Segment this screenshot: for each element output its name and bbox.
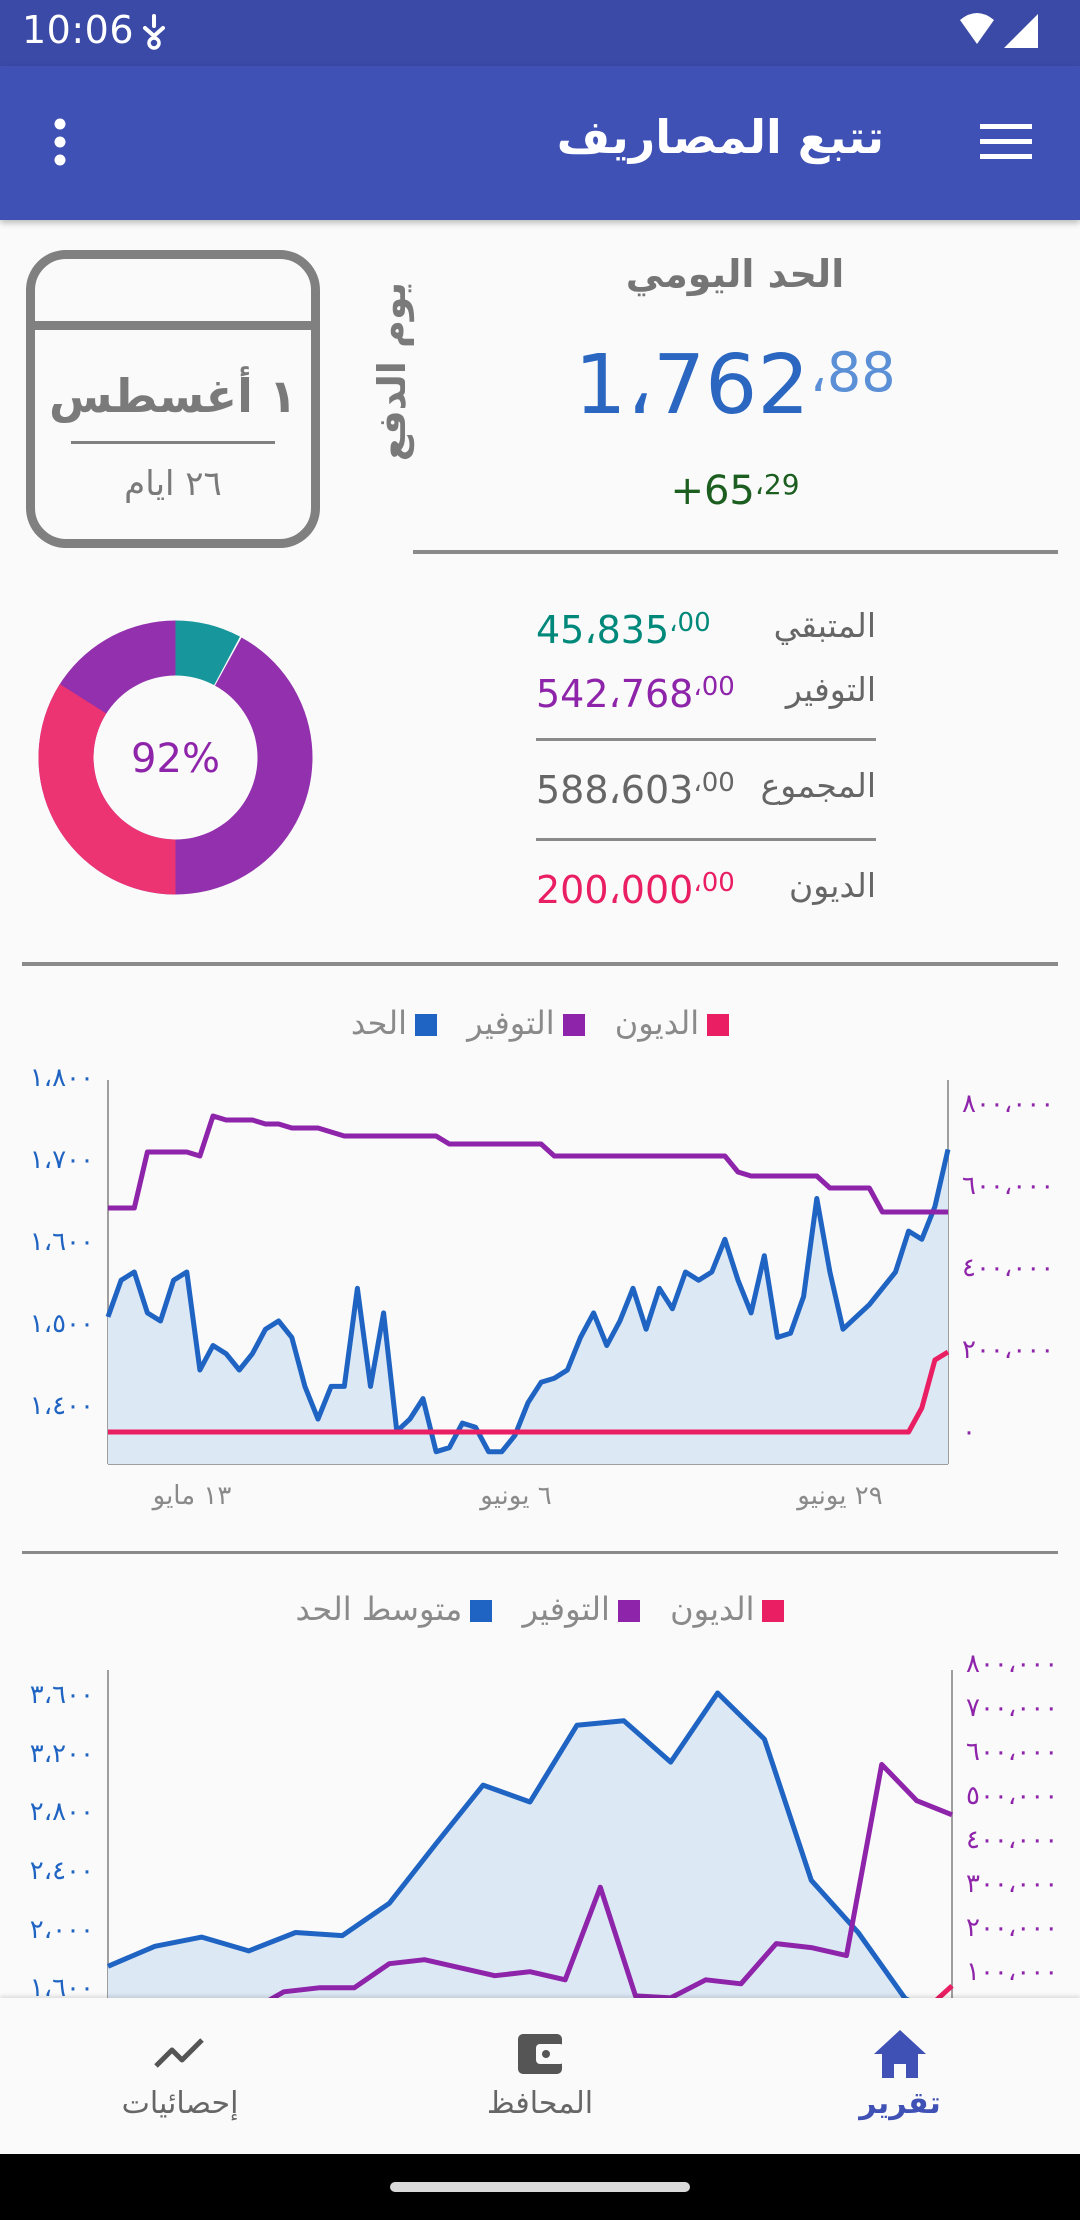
debts-value: 200،000،00 [536,868,735,912]
y-left-tick: ٢،٤٠٠ [30,1856,94,1886]
notification-icon [143,14,165,50]
signal-wifi-icons [960,13,1038,48]
bottom-navigation: إحصائيات المحافظ تقرير [0,1998,1080,2154]
daily-limit-decimal: ،88 [809,341,896,404]
legend2-savings: التوفير [522,1590,640,1628]
summary-savings-row: 542،768،00 التوفير [536,668,876,724]
y-right-tick: ١٠٠،٠٠٠ [966,1957,1058,1987]
app-title: تتبع المصاريف [556,110,884,164]
y-right-tick: ٢٠٠،٠٠٠ [962,1335,1054,1365]
daily-delta-decimal: ،29 [754,468,800,501]
y-left-tick: ٢،٨٠٠ [30,1797,94,1827]
legend2-avg-limit: متوسط الحد [296,1590,493,1628]
y-left-tick: ١،٦٠٠ [30,1973,94,2000]
y-right-tick: ٨٠٠،٠٠٠ [966,1649,1058,1679]
nav-wallets[interactable]: المحافظ [420,1998,660,2154]
daily-limit-title: الحد اليومي [625,252,845,296]
summary-divider-2 [536,838,876,841]
series-line-2 [108,1349,950,1435]
nav-stats-label: إحصائيات [121,2086,239,2121]
payday-date: ١ أغسطس [49,369,297,423]
total-value: 588،603،00 [536,768,735,812]
y-right-tick: ٤٠٠،٠٠٠ [966,1825,1058,1855]
x-tick: ٦ يونيو [478,1481,551,1511]
y-right-tick: ٨٠٠،٠٠٠ [962,1089,1054,1119]
home-gesture-pill[interactable] [390,2182,690,2192]
chart-average-limit[interactable]: ٣،٦٠٠ ٣،٢٠٠ ٢،٨٠٠ ٢،٤٠٠ ٢،٠٠٠ ١،٦٠٠ ٨٠٠،٠٠٠ ٧٠٠… [0,1640,1080,2000]
payday-days-left: ٢٦ ايام [124,464,222,504]
total-label: المجموع [760,766,876,805]
y-right-tick: ٣٠٠،٠٠٠ [966,1869,1058,1899]
chart2-legend: الديون التوفير متوسط الحد [0,1590,1080,1628]
chart-divider [22,1551,1058,1554]
donut-percent-label: 92% [131,736,220,782]
daily-limit-delta: +65،29 [420,468,1050,514]
wallet-icon [518,2034,564,2074]
y-left-tick: ١،٦٠٠ [30,1227,94,1257]
legend2-debts: الديون [670,1590,785,1628]
y-right-tick: ٥٠٠،٠٠٠ [966,1781,1058,1811]
savings-value: 542،768،00 [536,672,735,716]
remaining-label: المتبقي [773,606,876,645]
chart-daily-limit[interactable]: ١،٨٠٠ ١،٧٠٠ ١،٦٠٠ ١،٥٠٠ ١،٤٠٠ ٨٠٠،٠٠٠ ٦٠٠،٠٠٠ ٤… [0,1060,1080,1520]
savings-label: التوفير [785,670,876,709]
series-line-1 [108,1113,948,1215]
donut-segment-debts [38,684,176,895]
y-right-tick: ٦٠٠،٠٠٠ [966,1737,1058,1767]
y-right-tick: ٠ [962,1417,976,1447]
daily-limit-divider [413,550,1058,554]
savings-donut-chart: 92% [38,620,313,895]
trending-up-icon [154,2038,204,2068]
debts-label: الديون [788,866,876,905]
app-bar: تتبع المصاريف [0,66,1080,220]
series-line-0 [105,1148,951,1455]
daily-limit-value: 1،762،88 [420,338,1050,433]
y-left-tick: ٣،٢٠٠ [30,1739,94,1769]
y-left-tick: ١،٨٠٠ [30,1063,94,1093]
payday-divider [71,441,275,444]
summary-total-row: 588،603،00 المجموع [536,764,876,820]
nav-report-label: تقرير [859,2086,941,2121]
system-navigation-bar [0,2154,1080,2220]
chart1-legend: الديون التوفير الحد [0,1004,1080,1042]
summary-divider-1 [536,738,876,741]
nav-wallets-label: المحافظ [486,2086,594,2121]
legend-debts: الديون [615,1004,730,1042]
daily-delta-integer: +65 [670,468,755,514]
donut-segment-remaining [175,620,240,686]
x-tick: ٢٩ يونيو [795,1481,882,1511]
y-left-tick: ٢،٠٠٠ [30,1915,94,1945]
legend-limit: الحد [351,1004,437,1042]
status-time: 10:06 [22,8,135,52]
y-left-tick: ١،٥٠٠ [30,1309,94,1339]
y-right-tick: ٦٠٠،٠٠٠ [962,1171,1054,1201]
series-fill-0 [108,1149,948,1464]
calendar-band [35,321,311,330]
y-left-tick: ٣،٦٠٠ [30,1680,94,1710]
summary-section-divider [22,962,1058,966]
y-left-tick: ١،٧٠٠ [30,1145,94,1175]
more-options-icon[interactable] [38,112,82,172]
daily-limit-integer: 1،762 [574,338,810,433]
summary-remaining-row: 45،835،00 المتبقي [536,604,876,660]
remaining-value: 45،835،00 [536,608,711,652]
y-right-tick: ٧٠٠،٠٠٠ [966,1693,1058,1723]
payday-label: يوم الدفع [370,282,414,462]
x-tick: ١٣ مايو [151,1481,232,1511]
series-line-0 [107,1690,915,2000]
status-bar: 10:06 [0,0,1080,66]
series-fill-0 [108,1693,909,2000]
menu-icon[interactable] [976,112,1036,172]
payday-calendar-card[interactable]: ١ أغسطس ٢٦ ايام [26,250,320,548]
summary-debts-row: 200،000،00 الديون [536,864,876,920]
series-line-1 [264,1762,953,2000]
y-right-tick: ٢٠٠،٠٠٠ [966,1913,1058,1943]
nav-report[interactable]: تقرير [780,1998,1020,2154]
y-left-tick: ١،٤٠٠ [30,1391,94,1421]
y-right-tick: ٤٠٠،٠٠٠ [962,1253,1054,1283]
nav-stats[interactable]: إحصائيات [60,1998,300,2154]
home-icon [874,2030,926,2078]
legend-savings: التوفير [467,1004,585,1042]
